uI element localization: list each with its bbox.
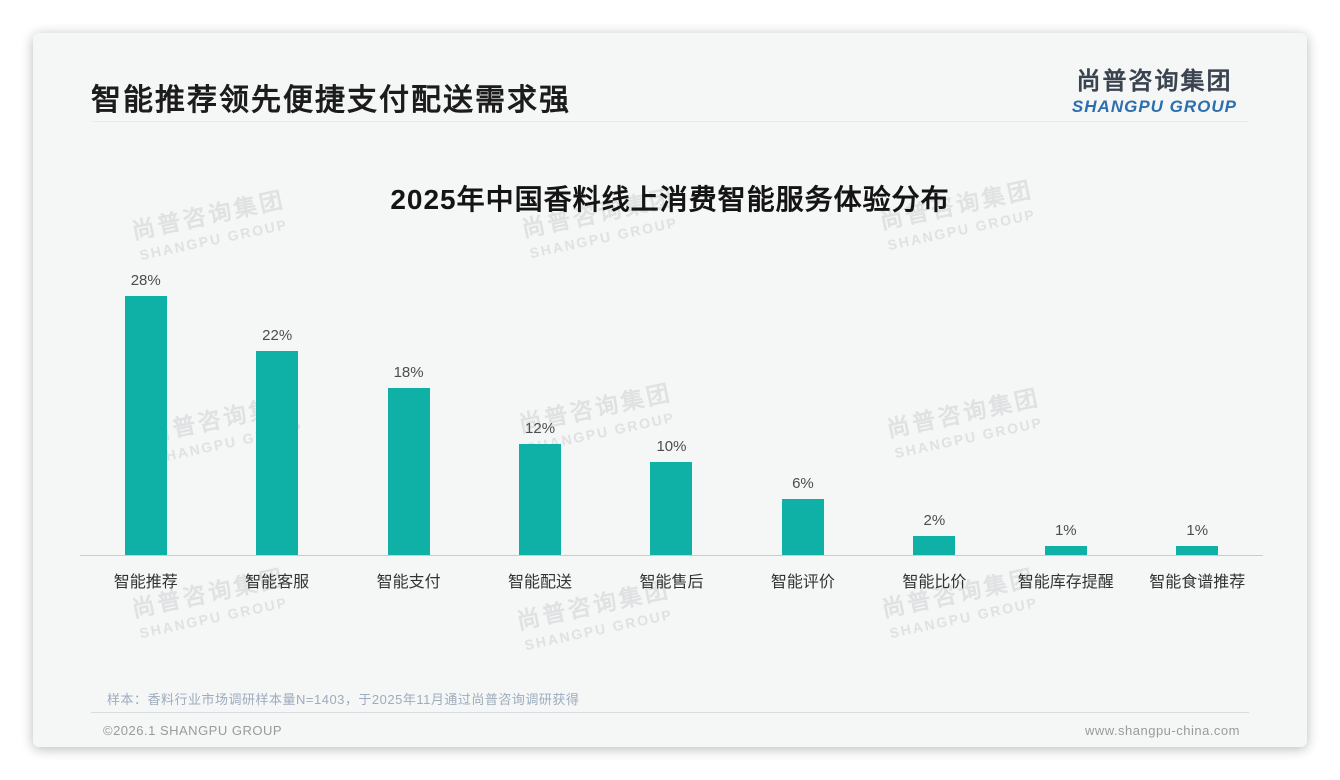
bar-category-label: 智能库存提醒: [1017, 574, 1114, 591]
footer-divider: [91, 712, 1249, 713]
company-logo-en: SHANGPU GROUP: [1071, 97, 1237, 116]
bar-category-label: 智能配送: [508, 574, 573, 591]
bar-value-label: 1%: [1054, 522, 1077, 539]
bar-slot: 22%: [211, 327, 342, 555]
bar-category-label: 智能客服: [245, 574, 310, 591]
bar-value-label: 18%: [393, 364, 424, 381]
bar: [913, 536, 956, 555]
bar-category-label: 智能推荐: [113, 574, 178, 591]
bar-value-label: 2%: [923, 512, 946, 529]
bar: [256, 351, 299, 555]
bar: [1044, 546, 1087, 555]
bar-value-label: 28%: [130, 272, 161, 289]
footer-copyright: ©2026.1 SHANGPU GROUP: [103, 723, 283, 738]
bar: [124, 296, 167, 555]
bar-value-label: 10%: [656, 438, 687, 455]
bar-category-label: 智能评价: [770, 574, 835, 591]
company-logo: 尚普咨询集团 SHANGPU GROUP: [1072, 61, 1237, 117]
watermark-en: SHANGPU GROUP: [528, 214, 680, 262]
watermark-en: SHANGPU GROUP: [888, 594, 1040, 642]
bar-value-label: 12%: [525, 420, 556, 437]
bar: [650, 462, 693, 555]
bar-value-label: 1%: [1186, 522, 1209, 539]
bar-slot: 28%: [80, 272, 211, 555]
bar: [387, 388, 430, 555]
bar-chart-plot: 28% 22% 18% 12% 10% 6% 2% 1% 1%: [80, 265, 1263, 556]
bar-slot: 2%: [869, 512, 1000, 555]
watermark-en: SHANGPU GROUP: [138, 594, 290, 642]
bar-category-label: 智能售后: [639, 574, 704, 591]
watermark-en: SHANGPU GROUP: [138, 216, 290, 264]
report-card: 尚普咨询集团 SHANGPU GROUP 尚普咨询集团 SHANGPU GROUP 尚普…: [33, 33, 1307, 747]
bar: [519, 444, 562, 555]
bar-slot: 18%: [343, 364, 474, 555]
bar-slot: 10%: [606, 438, 737, 555]
bar-slot: 1%: [1000, 522, 1131, 555]
watermark-en: SHANGPU GROUP: [523, 606, 675, 654]
header-divider: [91, 121, 1249, 122]
bar: [781, 499, 824, 555]
page-title: 智能推荐领先便捷支付配送需求强: [91, 84, 571, 117]
chart-title: 2025年中国香料线上消费智能服务体验分布: [390, 184, 950, 215]
bar-value-label: 6%: [792, 475, 814, 492]
bar-category-label: 智能支付: [376, 574, 441, 591]
bar-slot: 12%: [474, 420, 605, 555]
sample-note: 样本：香料行业市场调研样本量N=1403，于2025年11月通过尚普咨询调研获得: [107, 692, 580, 707]
bar-category-label: 智能比价: [902, 574, 967, 591]
bar-category-label: 智能食谱推荐: [1149, 574, 1246, 591]
bar-value-label: 22%: [262, 327, 293, 344]
bar-slot: 1%: [1132, 522, 1263, 555]
bar-chart-categories: 智能推荐 智能客服 智能支付 智能配送 智能售后 智能评价 智能比价 智能库存提醒 智能食谱推荐: [80, 568, 1263, 592]
footer-website: www.shangpu-china.com: [1084, 723, 1240, 738]
bar-slot: 6%: [737, 475, 868, 555]
company-logo-zh: 尚普咨询集团: [1076, 68, 1233, 95]
bar: [1176, 546, 1219, 555]
